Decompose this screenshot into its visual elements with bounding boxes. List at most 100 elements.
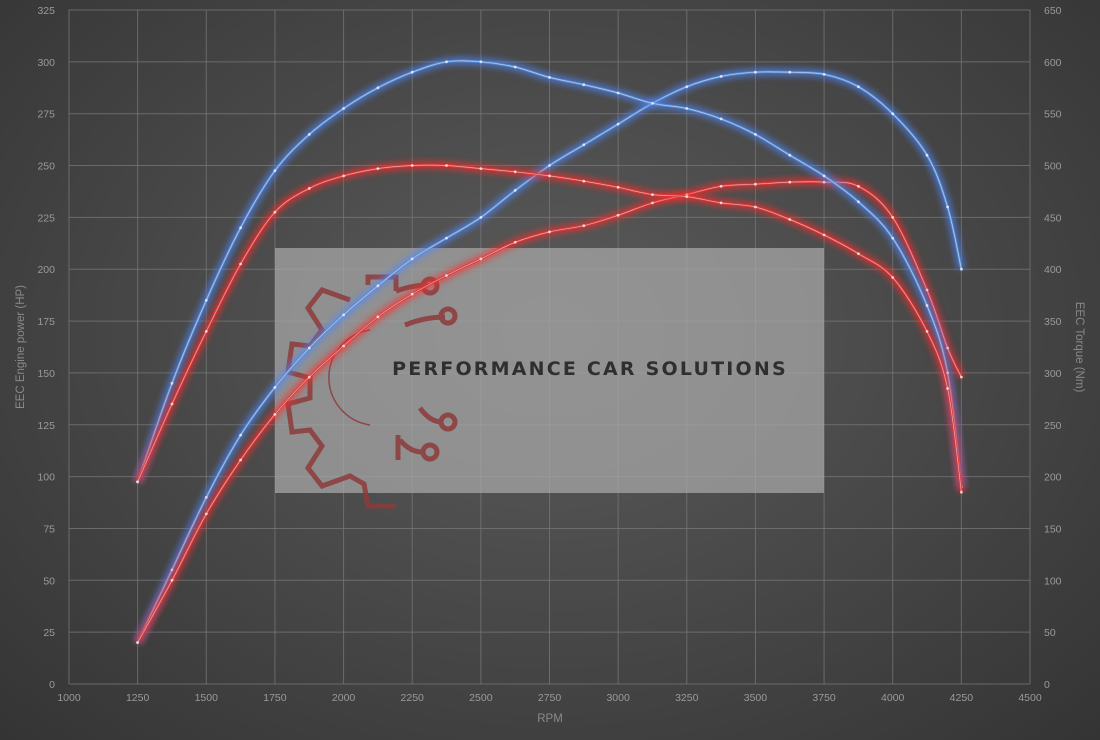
x-tick-label: 3250 bbox=[675, 692, 699, 704]
x-tick-label: 2250 bbox=[401, 692, 425, 704]
data-point bbox=[960, 267, 963, 271]
data-point bbox=[445, 274, 448, 277]
y-left-tick-label: 75 bbox=[43, 523, 55, 535]
y-left-tick-label: 275 bbox=[37, 109, 55, 121]
x-tick-label: 3000 bbox=[606, 692, 630, 704]
y-axis-left-title: EEC Engine power (HP) bbox=[15, 285, 27, 409]
data-point bbox=[925, 288, 929, 292]
y-left-tick-label: 175 bbox=[37, 316, 55, 328]
grid-layer bbox=[68, 9, 1031, 685]
data-point bbox=[946, 346, 949, 350]
data-point bbox=[410, 70, 414, 74]
data-point bbox=[822, 72, 826, 76]
data-point bbox=[891, 216, 895, 219]
data-point bbox=[616, 185, 620, 189]
y-left-tick-label: 200 bbox=[37, 264, 55, 276]
y-right-tick-label: 600 bbox=[1044, 57, 1062, 69]
x-tick-label: 4000 bbox=[881, 692, 905, 704]
data-point bbox=[582, 224, 586, 228]
x-tick-label: 3500 bbox=[744, 692, 768, 704]
x-tick-label: 4250 bbox=[950, 692, 974, 704]
y-right-tick-label: 500 bbox=[1044, 161, 1062, 173]
data-point bbox=[548, 230, 551, 234]
data-point bbox=[754, 133, 757, 136]
data-point bbox=[960, 375, 963, 379]
data-point bbox=[445, 60, 448, 64]
data-point bbox=[479, 216, 483, 219]
series-stock-left bbox=[133, 177, 966, 645]
data-point bbox=[170, 402, 174, 406]
y-right-tick-label: 650 bbox=[1044, 5, 1062, 17]
data-point bbox=[685, 107, 689, 110]
data-point bbox=[548, 76, 551, 79]
data-point bbox=[273, 413, 277, 416]
data-point bbox=[719, 201, 723, 205]
series-stock-right bbox=[133, 160, 966, 494]
data-point bbox=[376, 86, 380, 90]
series-tuned-right bbox=[133, 56, 966, 489]
y-right-tick-label: 150 bbox=[1044, 523, 1062, 535]
data-point bbox=[479, 257, 483, 261]
data-point bbox=[719, 75, 723, 78]
data-point bbox=[307, 187, 311, 190]
y-right-tick-label: 350 bbox=[1044, 316, 1062, 328]
data-point bbox=[788, 180, 792, 184]
y-left-tick-label: 25 bbox=[43, 627, 55, 639]
data-point bbox=[788, 218, 792, 221]
y-right-tick-label: 400 bbox=[1044, 264, 1062, 276]
data-point bbox=[307, 346, 311, 350]
y-left-tick-label: 250 bbox=[37, 161, 55, 173]
x-tick-label: 2000 bbox=[332, 692, 356, 704]
series-line-highlight bbox=[137, 60, 962, 488]
watermark-panel bbox=[275, 248, 824, 493]
data-point bbox=[204, 330, 208, 333]
data-point bbox=[925, 304, 929, 307]
data-point bbox=[273, 386, 277, 389]
y-right-tick-label: 0 bbox=[1044, 679, 1050, 691]
data-point bbox=[582, 83, 586, 87]
y-left-tick-label: 150 bbox=[37, 368, 55, 380]
data-point bbox=[410, 292, 414, 296]
series-tuned-left bbox=[133, 67, 966, 645]
watermark-text: PERFORMANCE CAR SOLUTIONS bbox=[392, 358, 788, 380]
data-point bbox=[273, 210, 277, 214]
data-point bbox=[651, 201, 654, 205]
data-point bbox=[307, 375, 311, 379]
data-point bbox=[857, 200, 860, 204]
data-point bbox=[239, 433, 243, 437]
data-point bbox=[239, 458, 243, 462]
data-point bbox=[170, 381, 174, 385]
data-point bbox=[651, 193, 654, 197]
y-right-tick-label: 250 bbox=[1044, 420, 1062, 432]
y-left-tick-label: 325 bbox=[37, 5, 55, 17]
data-point bbox=[754, 182, 757, 186]
data-point bbox=[410, 164, 414, 167]
y-right-tick-label: 450 bbox=[1044, 212, 1062, 224]
watermark: PERFORMANCE CAR SOLUTIONS bbox=[275, 248, 824, 509]
y-right-tick-label: 550 bbox=[1044, 109, 1062, 121]
data-point bbox=[719, 184, 723, 188]
data-point bbox=[445, 236, 448, 240]
x-axis-title: RPM bbox=[537, 713, 563, 725]
x-tick-label: 1000 bbox=[57, 692, 81, 704]
data-point bbox=[788, 70, 792, 74]
y-right-tick-label: 100 bbox=[1044, 575, 1062, 587]
x-tick-label: 1250 bbox=[126, 692, 150, 704]
data-point bbox=[342, 313, 345, 317]
data-point bbox=[307, 133, 311, 136]
y-left-tick-label: 225 bbox=[37, 212, 55, 224]
data-point bbox=[136, 480, 140, 484]
data-point bbox=[445, 164, 448, 167]
x-tick-label: 1750 bbox=[263, 692, 287, 704]
y-left-tick-label: 300 bbox=[37, 57, 55, 69]
data-point bbox=[925, 153, 929, 157]
data-point bbox=[891, 236, 895, 240]
data-point bbox=[754, 70, 757, 74]
data-point bbox=[857, 184, 860, 188]
data-point bbox=[479, 60, 483, 64]
y-right-tick-label: 300 bbox=[1044, 368, 1062, 380]
data-point bbox=[754, 205, 757, 209]
data-point bbox=[946, 387, 949, 390]
data-point bbox=[857, 85, 860, 89]
